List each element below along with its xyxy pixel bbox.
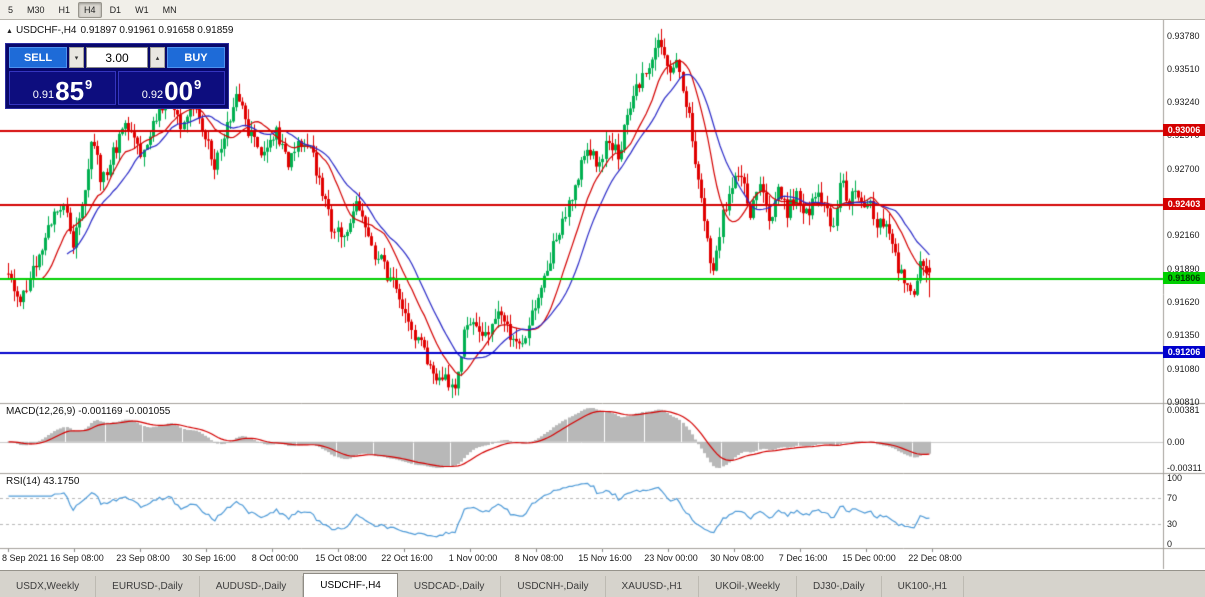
timeframe-button-w1[interactable]: W1: [135, 4, 149, 15]
time-axis-label: 15 Oct 08:00: [315, 553, 367, 563]
rsi-axis-label: 0: [1167, 539, 1173, 549]
one-click-trading-panel: SELL ▾ 3.00 ▴ BUY 0.91 85 9 0.92 00 9: [5, 43, 229, 109]
rsi-axis-label: 100: [1167, 473, 1183, 483]
timeframe-button-5[interactable]: 5: [8, 4, 14, 15]
ask-prefix: 0.92: [141, 89, 164, 101]
time-axis-label: 8 Nov 08:00: [514, 553, 564, 563]
ask-big-digits: 00: [164, 76, 194, 106]
time-axis-label: 30 Sep 16:00: [182, 553, 236, 563]
price-line-badge: 0.91806: [1163, 272, 1205, 285]
buy-button[interactable]: BUY: [167, 47, 225, 68]
price-line-badge: 0.91206: [1163, 346, 1205, 359]
timeframe-button-m30[interactable]: M30: [27, 4, 45, 15]
chart-tab-dj30-daily[interactable]: DJ30-,Daily: [797, 576, 882, 597]
time-axis[interactable]: 8 Sep 2021 16 Sep 08:00 23 Sep 08:00 30 Sep…: [0, 551, 1163, 569]
time-axis-label: 15 Dec 00:00: [842, 553, 896, 563]
timeframe-button-h4[interactable]: H4: [78, 1, 102, 18]
price-axis-label: 0.92160: [1167, 230, 1200, 241]
chart-tab-audusd-daily[interactable]: AUDUSD-,Daily: [200, 576, 304, 597]
bid-pip-digit: 9: [85, 77, 93, 92]
chart-tab-bar: USDX,Weekly EURUSD-,Daily AUDUSD-,Daily USD…: [0, 570, 1205, 597]
bid-big-digits: 85: [55, 76, 85, 106]
time-axis-label: 8 Oct 00:00: [251, 553, 299, 563]
chart-ohlc-values: 0.91897 0.91961 0.91658 0.91859: [80, 25, 234, 36]
time-axis-label: 22 Oct 16:00: [381, 553, 433, 563]
ask-price[interactable]: 0.92 00 9: [118, 71, 225, 105]
chart-tab-usdcnh-daily[interactable]: USDCNH-,Daily: [501, 576, 606, 597]
chart-tab-eurusd-daily[interactable]: EURUSD-,Daily: [96, 576, 200, 597]
rsi-axis-label: 30: [1167, 519, 1178, 530]
chart-tab-usdchf-h4[interactable]: USDCHF-,H4: [303, 573, 398, 597]
sell-button[interactable]: SELL: [9, 47, 67, 68]
volume-increase-button[interactable]: ▴: [150, 47, 165, 68]
price-axis-label: 0.91620: [1167, 296, 1200, 307]
rsi-indicator-title: RSI(14) 43.1750: [6, 476, 80, 487]
macd-axis-label: 0.00381: [1167, 404, 1200, 415]
time-axis-label: 23 Sep 08:00: [116, 553, 170, 563]
chart-tab-usdx-weekly[interactable]: USDX,Weekly: [0, 576, 97, 597]
price-axis-label: 0.91890: [1167, 263, 1200, 274]
price-axis-label: 0.93780: [1167, 30, 1200, 41]
time-axis-label: 8 Sep 2021: [2, 553, 49, 563]
chart-tab-usdcad-daily[interactable]: USDCAD-,Daily: [398, 576, 502, 597]
time-axis-label: 30 Nov 08:00: [710, 553, 764, 563]
chart-symbol-label: USDCHF-,H4: [15, 25, 77, 36]
chart-tab-uk100-h1[interactable]: UK100-,H1: [882, 576, 965, 597]
trade-panel-quotes: 0.91 85 9 0.92 00 9: [9, 71, 225, 105]
volume-input[interactable]: 3.00: [86, 47, 148, 68]
price-axis[interactable]: 0.937800.935100.932400.929700.927000.924…: [1163, 0, 1205, 570]
time-axis-label: 23 Nov 00:00: [644, 553, 698, 563]
timeframe-button-h1[interactable]: H1: [58, 4, 71, 15]
price-axis-label: 0.91350: [1167, 330, 1200, 341]
time-axis-label: 1 Nov 00:00: [448, 553, 498, 563]
bid-price[interactable]: 0.91 85 9: [9, 71, 116, 105]
price-line-badge: 0.93006: [1163, 124, 1205, 136]
chart-tab-ukoil-weekly[interactable]: UKOil-,Weekly: [699, 576, 797, 597]
price-axis-label: 0.92700: [1167, 163, 1200, 174]
time-axis-label: 16 Sep 08:00: [50, 553, 104, 563]
price-line-badge: 0.92403: [1163, 198, 1205, 211]
timeframe-button-d1[interactable]: D1: [109, 4, 122, 15]
bid-prefix: 0.91: [32, 89, 55, 101]
ask-pip-digit: 9: [194, 77, 202, 92]
rsi-axis-label: 70: [1167, 492, 1178, 503]
macd-axis-label: -0.00311: [1167, 462, 1202, 473]
price-axis-label: 0.91080: [1167, 363, 1200, 374]
time-axis-label: 15 Nov 16:00: [578, 553, 632, 563]
timeframe-button-mn[interactable]: MN: [162, 4, 177, 15]
volume-decrease-button[interactable]: ▾: [69, 47, 84, 68]
trade-panel-controls: SELL ▾ 3.00 ▴ BUY: [9, 47, 225, 68]
price-axis-label: 0.90810: [1167, 396, 1200, 407]
time-axis-label: 7 Dec 16:00: [778, 553, 828, 563]
price-axis-label: 0.93240: [1167, 97, 1200, 108]
timeframe-toolbar: 5 M30 H1 H4 D1 W1 MN: [0, 0, 1205, 20]
macd-axis-label: 0.00: [1167, 436, 1185, 447]
time-axis-label: 22 Dec 08:00: [908, 553, 962, 563]
trade-panel-toggle-icon[interactable]: ▲: [6, 28, 13, 35]
chart-tab-xauusd-h1[interactable]: XAUUSD-,H1: [606, 576, 700, 597]
chart-header: ▲ USDCHF-,H4 0.91897 0.91961 0.91658 0.918…: [6, 25, 237, 36]
price-axis-label: 0.93510: [1167, 63, 1200, 74]
macd-indicator-title: MACD(12,26,9) -0.001169 -0.001055: [6, 406, 171, 417]
